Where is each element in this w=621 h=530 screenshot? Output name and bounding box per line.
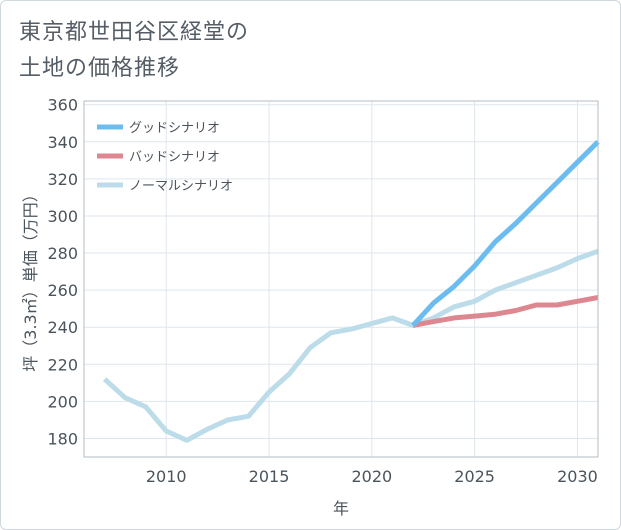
- y-tick-label: 320: [47, 170, 78, 189]
- y-tick-label: 180: [47, 429, 78, 448]
- y-tick-label: 280: [47, 244, 78, 263]
- series-lines: [102, 140, 600, 443]
- y-tick-label: 300: [47, 207, 78, 226]
- y-tick-label: 260: [47, 281, 78, 300]
- y-tick-label: 220: [47, 355, 78, 374]
- x-tick-label: 2020: [351, 467, 392, 486]
- chart-title: 東京都世田谷区経堂の 土地の価格推移: [19, 15, 249, 87]
- chart-title-line-2: 土地の価格推移: [19, 56, 181, 81]
- legend-label-1: バッドシナリオ: [129, 150, 220, 165]
- series-line-1: [412, 295, 599, 328]
- y-tick-label: 340: [47, 133, 78, 152]
- legend-label-0: グッドシナリオ: [129, 121, 220, 136]
- y-tick-label: 240: [47, 318, 78, 337]
- x-tick-label: 2010: [146, 467, 187, 486]
- x-tick-label: 2025: [454, 467, 495, 486]
- x-tick-label: 2015: [249, 467, 290, 486]
- y-axis-title: 坪（3.3㎡）単価（万円）: [21, 186, 40, 371]
- series-line-0: [411, 140, 600, 328]
- chart-title-line-1: 東京都世田谷区経堂の: [19, 20, 250, 45]
- x-axis-title: 年: [333, 499, 349, 518]
- legend-label-2: ノーマルシナリオ: [129, 179, 233, 194]
- series-line-2: [102, 248, 599, 443]
- y-tick-label: 200: [47, 392, 78, 411]
- plot-area-border: [83, 100, 599, 458]
- y-tick-label: 360: [47, 96, 78, 115]
- axis-ticks: 2010 2015 2020 2025 2030 180 200 220 240 260 280 30…: [47, 96, 597, 486]
- x-tick-label: 2030: [557, 467, 598, 486]
